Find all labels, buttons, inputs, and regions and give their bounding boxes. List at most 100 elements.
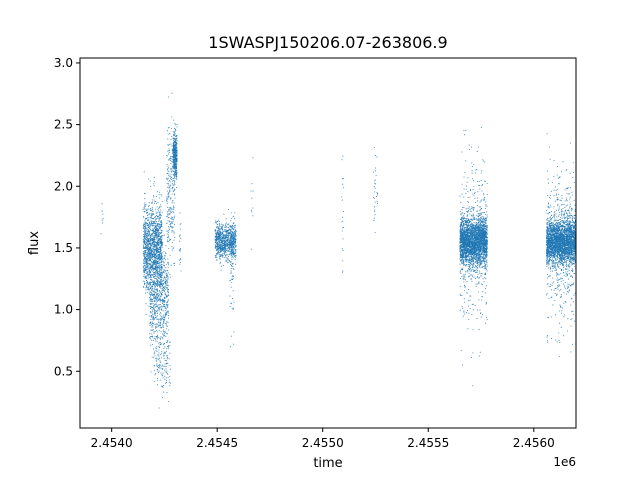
data-point (172, 184, 174, 186)
data-point (225, 229, 227, 231)
data-point (154, 330, 156, 332)
data-point (218, 237, 220, 240)
data-point (168, 173, 170, 175)
data-point (146, 268, 148, 270)
data-point (142, 245, 145, 247)
data-point (158, 233, 160, 235)
data-point (144, 229, 146, 231)
data-point (227, 209, 230, 211)
data-point (175, 167, 177, 169)
data-point (156, 254, 158, 256)
data-point (175, 151, 178, 154)
data-point (159, 323, 161, 325)
data-point (162, 241, 164, 243)
data-point (147, 278, 149, 280)
data-point (219, 239, 221, 241)
data-point (174, 197, 176, 199)
data-point (160, 249, 162, 251)
data-point (168, 240, 170, 242)
data-point (165, 322, 167, 324)
data-point (161, 276, 163, 279)
data-point (157, 208, 159, 211)
data-point (167, 277, 169, 279)
data-point (154, 241, 156, 243)
data-point (224, 226, 226, 228)
data-point (160, 270, 162, 272)
data-point (217, 242, 219, 244)
data-point (167, 198, 169, 200)
data-point (175, 147, 178, 149)
data-point (158, 352, 160, 354)
data-point (158, 274, 160, 277)
data-point (157, 298, 159, 300)
data-point (252, 215, 254, 217)
data-point (144, 204, 146, 206)
data-point (156, 224, 158, 226)
data-point (373, 210, 375, 212)
data-point (220, 237, 222, 239)
data-point (234, 225, 236, 227)
data-point (147, 245, 149, 247)
data-point (217, 228, 219, 230)
data-point (161, 222, 163, 224)
data-point (156, 259, 158, 261)
data-point (174, 123, 176, 125)
data-point (157, 304, 159, 306)
data-point (163, 290, 165, 292)
data-point (171, 202, 173, 204)
data-point (217, 245, 219, 247)
data-point (168, 379, 170, 381)
data-point (167, 278, 169, 280)
data-point (148, 260, 150, 262)
data-point (216, 256, 218, 258)
data-point (154, 258, 156, 260)
data-point (173, 144, 175, 146)
data-point (159, 343, 162, 346)
data-point (230, 236, 233, 238)
data-point (155, 304, 157, 306)
data-point (154, 373, 156, 375)
data-point (157, 371, 160, 374)
data-point (168, 358, 170, 360)
data-point (159, 318, 161, 320)
data-point (157, 234, 159, 236)
data-point (143, 236, 145, 238)
data-point (172, 142, 174, 144)
data-point (155, 262, 157, 264)
data-point (167, 195, 169, 197)
data-point (220, 250, 222, 252)
data-point (155, 310, 157, 312)
data-point (220, 230, 222, 233)
data-point (230, 244, 232, 246)
data-point (159, 263, 161, 265)
data-point (155, 235, 157, 237)
data-point (154, 288, 156, 290)
data-point (215, 232, 217, 234)
data-point (176, 140, 178, 142)
data-point (158, 270, 160, 272)
data-point (150, 344, 152, 346)
data-point (161, 279, 163, 281)
data-point (161, 291, 163, 293)
data-point (214, 247, 216, 249)
data-point (233, 234, 235, 236)
data-point (167, 377, 169, 379)
data-point (144, 232, 146, 234)
data-point (169, 345, 171, 347)
data-point (169, 352, 171, 354)
data-point (179, 236, 181, 238)
data-point (151, 229, 153, 231)
data-point (218, 253, 220, 255)
data-point (153, 317, 155, 319)
data-point (161, 271, 163, 273)
data-point (167, 258, 169, 260)
data-point (230, 229, 232, 231)
data-point (227, 250, 230, 252)
data-point (144, 236, 146, 238)
data-point (145, 266, 147, 268)
data-point (154, 303, 157, 305)
data-point (143, 227, 145, 230)
data-point (167, 312, 169, 314)
data-point (176, 165, 178, 167)
